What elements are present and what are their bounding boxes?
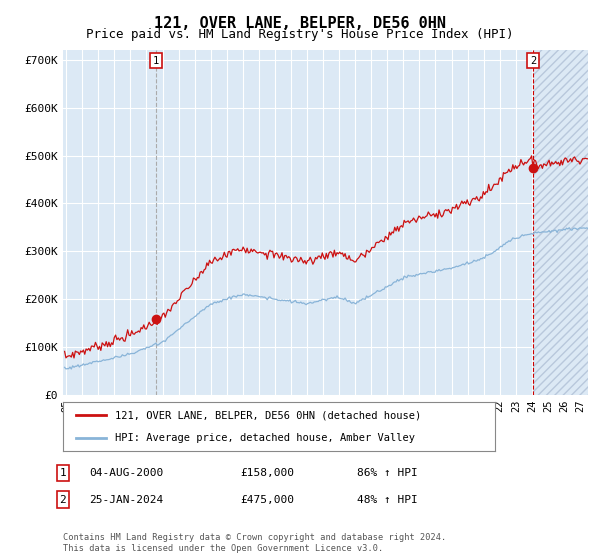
Text: 25-JAN-2024: 25-JAN-2024 <box>89 494 163 505</box>
Text: HPI: Average price, detached house, Amber Valley: HPI: Average price, detached house, Ambe… <box>115 433 415 442</box>
Text: £475,000: £475,000 <box>240 494 294 505</box>
Text: 1: 1 <box>152 55 159 66</box>
Text: 1: 1 <box>59 468 67 478</box>
Text: 2: 2 <box>530 55 536 66</box>
Text: Price paid vs. HM Land Registry's House Price Index (HPI): Price paid vs. HM Land Registry's House … <box>86 28 514 41</box>
Text: 121, OVER LANE, BELPER, DE56 0HN: 121, OVER LANE, BELPER, DE56 0HN <box>154 16 446 31</box>
Text: 86% ↑ HPI: 86% ↑ HPI <box>357 468 418 478</box>
Text: 48% ↑ HPI: 48% ↑ HPI <box>357 494 418 505</box>
Text: 2: 2 <box>59 494 67 505</box>
Text: £158,000: £158,000 <box>240 468 294 478</box>
Text: Contains HM Land Registry data © Crown copyright and database right 2024.
This d: Contains HM Land Registry data © Crown c… <box>63 533 446 553</box>
Text: 121, OVER LANE, BELPER, DE56 0HN (detached house): 121, OVER LANE, BELPER, DE56 0HN (detach… <box>115 410 421 420</box>
Text: 04-AUG-2000: 04-AUG-2000 <box>89 468 163 478</box>
